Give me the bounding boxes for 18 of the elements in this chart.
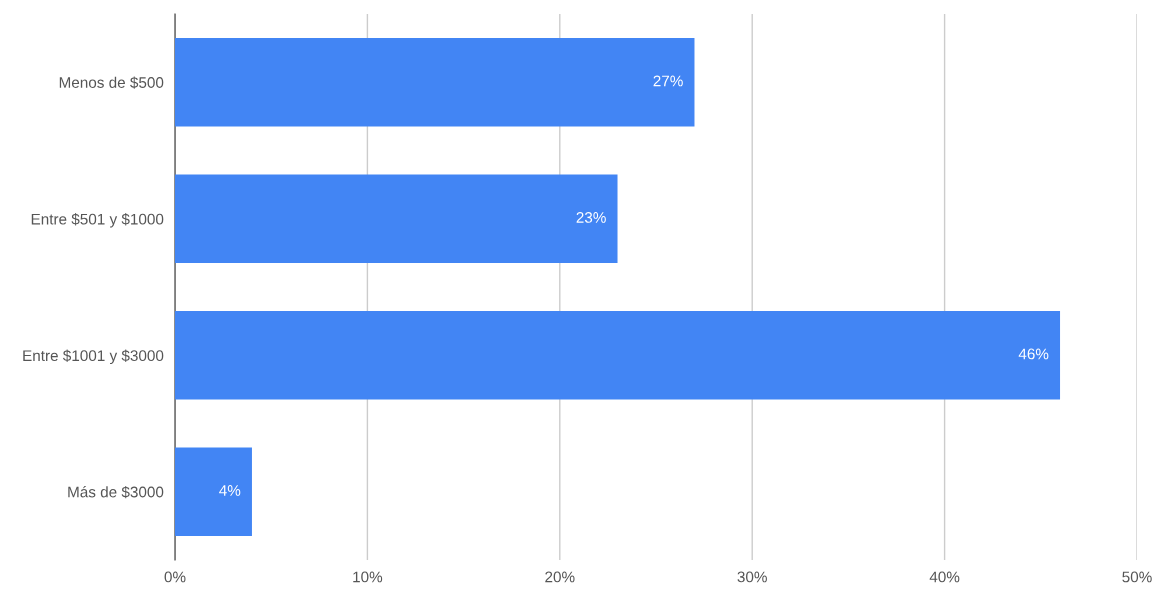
data-label: 46% bbox=[1018, 348, 1049, 360]
data-label: 27% bbox=[653, 75, 683, 87]
y-tick-label: Entre $501 y $1000 bbox=[31, 213, 164, 228]
y-tick-label: Menos de $500 bbox=[59, 76, 164, 89]
data-label: 4% bbox=[219, 485, 241, 496]
x-tick-label: 30% bbox=[737, 571, 767, 583]
y-tick-label: Entre $1001 y $3000 bbox=[23, 349, 164, 365]
data-label: 23% bbox=[576, 212, 606, 223]
bar bbox=[175, 37, 695, 127]
y-tick-label: Más de $3000 bbox=[68, 485, 164, 499]
x-tick-label: 50% bbox=[1122, 571, 1152, 583]
bar bbox=[175, 174, 618, 264]
x-tick-label: 40% bbox=[929, 571, 960, 583]
x-tick-label: 0% bbox=[164, 571, 186, 583]
bar bbox=[175, 310, 1061, 400]
x-tick-label: 20% bbox=[545, 571, 575, 583]
bar bbox=[175, 447, 252, 537]
x-tick-label: 10% bbox=[353, 571, 383, 583]
